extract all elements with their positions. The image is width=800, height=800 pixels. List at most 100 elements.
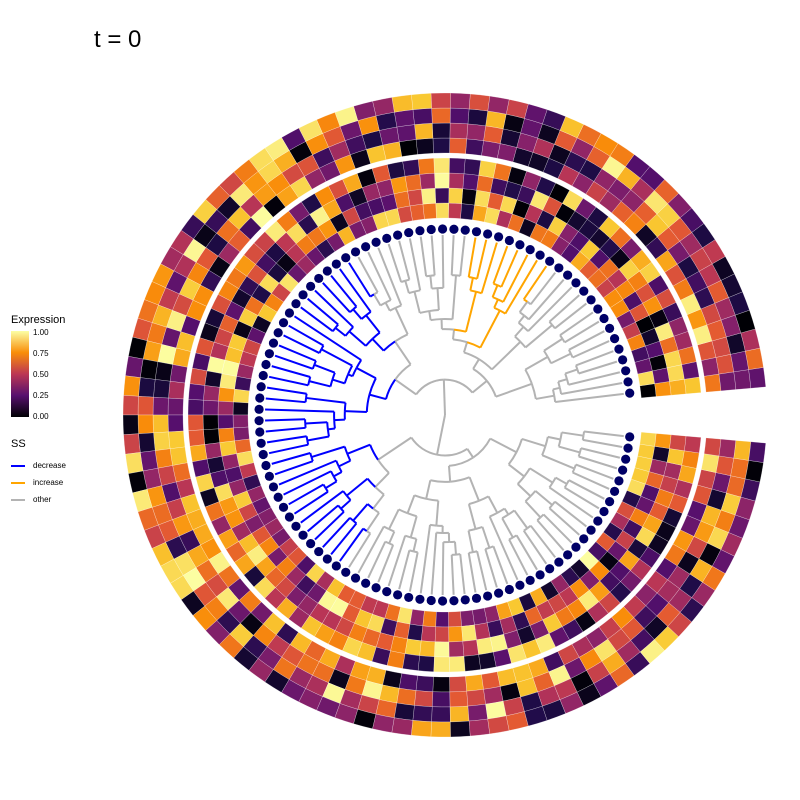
tree-branch-arc: [379, 301, 387, 307]
tree-branch: [518, 301, 529, 313]
tree-branch-arc: [507, 451, 518, 466]
tip-point: [291, 299, 301, 309]
heatmap-cell: [155, 361, 173, 382]
tree-branch-arc: [404, 278, 410, 282]
tree-branch-arc: [329, 379, 334, 387]
tree-branch-arc: [496, 507, 506, 514]
tree-branch: [435, 500, 440, 526]
tip-point: [437, 224, 448, 234]
heatmap-cell: [718, 439, 737, 459]
tip-point: [599, 313, 609, 324]
tree-branch: [330, 274, 358, 308]
tree-branch-arc: [576, 369, 580, 374]
heatmap-cell: [202, 400, 219, 416]
tree-branch: [502, 254, 529, 303]
tip-point: [264, 471, 274, 481]
heatmap-cell: [448, 202, 462, 219]
tree-branch-arc: [344, 330, 350, 337]
tree-branch-arc: [468, 276, 474, 279]
heatmap-cell: [461, 188, 477, 206]
ss-legend-label: other: [33, 495, 52, 504]
tree-branch: [339, 268, 372, 313]
tree-branch: [521, 437, 546, 448]
tree-branch-arc: [493, 306, 501, 312]
heatmap-cell: [681, 450, 700, 469]
heatmap-cell: [433, 656, 450, 673]
tree-branch-arc: [475, 525, 483, 530]
tree-branch: [387, 535, 407, 587]
tree-branch-arc: [429, 309, 439, 313]
expression-legend: Expression 1.00 0.75 0.50 0.25 0.00: [11, 314, 65, 421]
tree-branch: [508, 463, 525, 478]
heatmap-cell: [167, 414, 184, 433]
tree-branch: [528, 279, 565, 321]
tree-branch-arc: [305, 436, 309, 441]
tip-point: [545, 564, 555, 574]
tree-branch-arc: [519, 341, 527, 349]
tree-branch-arc: [569, 353, 574, 358]
heatmap-cell: [449, 705, 470, 723]
tree-branch-arc: [523, 527, 528, 532]
ss-legend-entry-decrease: decrease: [11, 457, 66, 474]
tree-branch: [369, 393, 387, 401]
heatmap-cell: [407, 623, 423, 641]
tree-branch: [535, 394, 555, 400]
tree-branch-arc: [404, 534, 412, 539]
tip-point: [415, 226, 425, 236]
tip-point: [599, 506, 609, 517]
tree-branch: [325, 480, 338, 490]
tree-branch: [306, 297, 339, 326]
tree-branch: [467, 530, 474, 553]
tree-branch-arc: [559, 432, 563, 440]
tree-branch-arc: [541, 445, 547, 456]
tree-branch-arc: [425, 274, 431, 278]
tree-branch: [464, 291, 477, 332]
tip-point: [341, 253, 351, 263]
heatmap-cell: [448, 641, 465, 658]
heatmap-cell: [217, 414, 234, 429]
heatmap-cell: [468, 93, 490, 112]
tree-branch-arc: [529, 490, 537, 497]
decrease-swatch: [11, 464, 25, 467]
tree-branch: [412, 538, 418, 552]
tree-branch-arc: [472, 276, 478, 280]
heatmap-cell: [152, 397, 169, 416]
heatmap-cell: [433, 157, 450, 174]
tree-branch: [504, 259, 538, 315]
heatmap-cell: [412, 705, 433, 722]
tree-branch: [524, 500, 542, 519]
tree-branch: [527, 286, 573, 332]
heatmap-cell: [138, 377, 156, 398]
tree-branch: [398, 550, 411, 590]
tree-branch: [348, 532, 372, 568]
heatmap-cell: [202, 414, 219, 430]
tree-branch-arc: [468, 499, 480, 506]
tip-point: [258, 449, 268, 460]
tree-branch-arc: [443, 378, 474, 394]
tree-branch-arc: [452, 338, 468, 344]
tree-branch: [583, 430, 624, 438]
tree-branch: [377, 436, 412, 461]
tree-branch: [266, 386, 307, 395]
tip-point: [261, 359, 271, 370]
heatmap-cell: [449, 122, 469, 139]
tree-branch: [373, 293, 382, 306]
heatmap-cell: [449, 157, 466, 174]
heatmap-cell: [217, 401, 234, 416]
tree-branch: [513, 509, 529, 529]
tip-point: [571, 542, 581, 552]
heatmap-cell: [123, 433, 141, 455]
heatmap-cell: [422, 610, 437, 627]
heatmap-cell: [748, 367, 766, 389]
tree-branch: [374, 472, 390, 488]
heatmap-cell: [701, 357, 720, 377]
heatmap-cell: [402, 653, 420, 671]
heatmap-cell: [703, 373, 722, 393]
tree-branch-arc: [425, 497, 439, 502]
tree-branch: [314, 289, 354, 328]
tip-point: [515, 580, 525, 590]
heatmap-cell: [684, 376, 702, 395]
tree-branch-arc: [516, 475, 525, 485]
tip-point: [525, 575, 535, 585]
tip-point: [273, 328, 283, 338]
